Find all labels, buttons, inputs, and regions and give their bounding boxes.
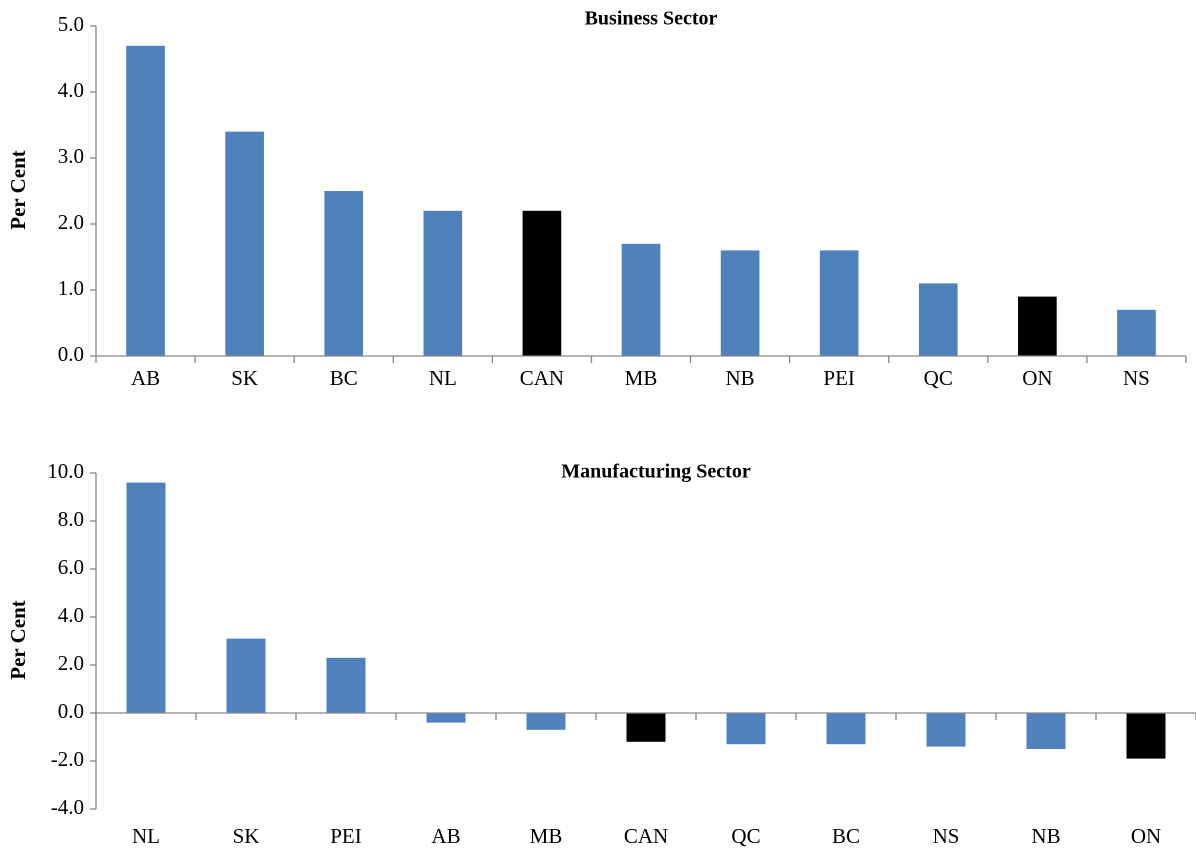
x-tick-label: QC — [731, 824, 760, 848]
x-tick-label: ON — [1022, 366, 1052, 390]
bar — [226, 638, 266, 713]
bar — [926, 713, 966, 747]
x-tick-label: BC — [330, 366, 358, 390]
y-tick-label: 4.0 — [58, 78, 84, 102]
bar — [1126, 713, 1166, 759]
y-tick-label: 10.0 — [47, 459, 84, 483]
y-tick-label: 1.0 — [58, 276, 84, 300]
bar — [326, 657, 366, 713]
y-axis-label: Per Cent — [6, 600, 30, 680]
y-tick-label: -4.0 — [51, 795, 84, 819]
y-tick-label: 3.0 — [58, 144, 84, 168]
bar — [126, 45, 165, 357]
x-tick-label: ON — [1131, 824, 1161, 848]
y-tick-label: 0.0 — [58, 699, 84, 723]
x-tick-label: PEI — [823, 366, 855, 390]
y-tick-label: 4.0 — [58, 603, 84, 627]
bar — [626, 713, 666, 742]
bar — [526, 713, 566, 730]
x-tick-label: AB — [131, 366, 160, 390]
bar — [826, 713, 866, 745]
bar — [1026, 713, 1066, 749]
x-tick-label: NS — [933, 824, 960, 848]
x-tick-label: PEI — [330, 824, 362, 848]
x-tick-label: CAN — [624, 824, 668, 848]
bar — [225, 131, 264, 356]
x-tick-label: NB — [725, 366, 754, 390]
x-tick-label: SK — [233, 824, 260, 848]
bar-chart: Business Sector Per Cent 0.0 1.0 2.0 3.0 4.0 5.… — [6, 8, 1187, 390]
bar-chart: Manufacturing Sector Per Cent -4.0 -2.0 0.0 2… — [6, 459, 1196, 848]
y-tick-label: 8.0 — [58, 507, 84, 531]
x-tick-label: AB — [431, 824, 460, 848]
x-tick-label: MB — [530, 824, 563, 848]
bar — [1117, 309, 1156, 356]
x-tick-label: NL — [429, 366, 457, 390]
bar — [426, 713, 466, 723]
x-tick-label: NB — [1031, 824, 1060, 848]
bar — [522, 210, 562, 356]
x-tick-label: NS — [1123, 366, 1150, 390]
bar — [819, 250, 859, 356]
x-tick-label: MB — [625, 366, 658, 390]
x-tick-label: SK — [231, 366, 258, 390]
y-tick-label: 2.0 — [58, 210, 84, 234]
bar — [1018, 296, 1057, 356]
x-tick-label: NL — [132, 824, 160, 848]
x-tick-label: QC — [924, 366, 953, 390]
chart-title: Business Sector — [585, 8, 718, 30]
chart-title: Manufacturing Sector — [561, 461, 751, 483]
y-tick-label: 2.0 — [58, 651, 84, 675]
y-tick-label: 6.0 — [58, 555, 84, 579]
bar — [324, 191, 364, 356]
y-axis-label: Per Cent — [6, 150, 30, 230]
bar — [621, 243, 661, 356]
x-tick-label: CAN — [520, 366, 564, 390]
y-tick-label: -2.0 — [51, 747, 84, 771]
bar — [918, 283, 958, 356]
bar — [126, 482, 166, 713]
x-tick-label: BC — [832, 824, 860, 848]
bar — [423, 210, 463, 356]
y-tick-label: 0.0 — [58, 342, 84, 366]
bar — [720, 250, 760, 356]
y-tick-label: 5.0 — [58, 12, 84, 36]
bar — [726, 713, 766, 745]
